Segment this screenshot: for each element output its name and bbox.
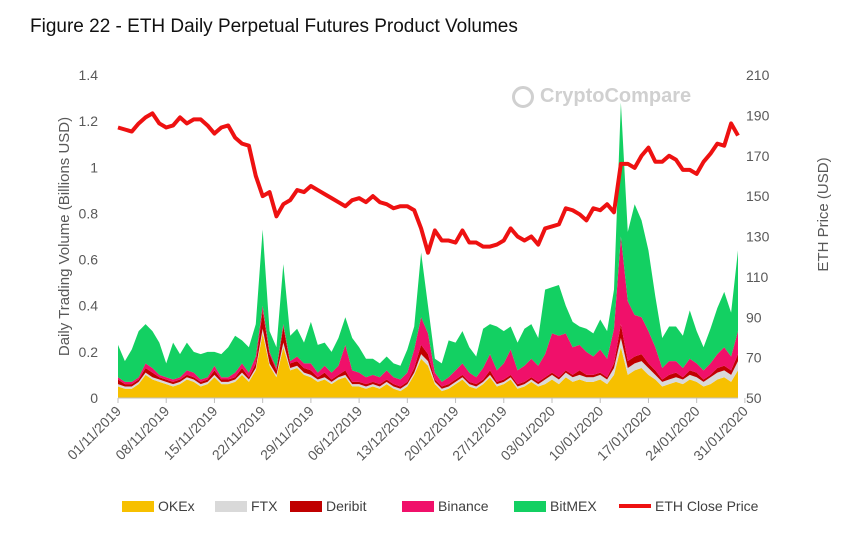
legend-label: Binance (438, 498, 489, 514)
legend-label: BitMEX (550, 498, 597, 514)
y2-tick-label: 170 (746, 148, 770, 164)
legend-swatch (290, 500, 322, 512)
legend-item-bitmex: BitMEX (514, 496, 597, 516)
legend-item-deribit: Deribit (290, 496, 366, 516)
y2-tick-label: 50 (746, 390, 762, 406)
y-tick-label: 0 (90, 390, 98, 406)
watermark-text: CryptoCompare (540, 85, 692, 107)
y2-tick-label: 210 (746, 67, 770, 83)
area-series-deribit (118, 310, 738, 389)
y-tick-label: 0.6 (79, 252, 99, 268)
y2-tick-label: 70 (746, 350, 762, 366)
y2-tick-label: 150 (746, 188, 770, 204)
area-series-bitmex (118, 102, 738, 382)
y2-axis-title: ETH Price (USD) (815, 157, 832, 271)
y2-tick-label: 90 (746, 309, 762, 325)
cryptocompare-watermark: CryptoCompare (512, 85, 691, 108)
legend-item-eth-close-price: ETH Close Price (619, 496, 758, 516)
legend-swatch (215, 500, 247, 512)
legend-label: ETH Close Price (655, 498, 759, 514)
legend-item-binance: Binance (402, 496, 489, 516)
legend-swatch (514, 500, 546, 512)
y-tick-label: 1 (90, 159, 98, 175)
area-series-binance (118, 236, 738, 387)
y-tick-label: 1.4 (79, 67, 99, 83)
legend-item-okex: OKEx (122, 496, 195, 516)
chart-title: Figure 22 - ETH Daily Perpetual Futures … (30, 16, 518, 37)
legend-swatch (122, 500, 154, 512)
y2-tick-label: 130 (746, 229, 770, 245)
legend-item-ftx: FTX (215, 496, 277, 516)
y-axis-title: Daily Trading Volume (Billions USD) (56, 117, 73, 356)
legend-label: FTX (251, 498, 278, 514)
y-tick-label: 0.8 (79, 205, 99, 221)
y-tick-label: 0.2 (79, 344, 99, 360)
y-tick-label: 0.4 (79, 298, 99, 314)
legend-label: OKEx (158, 498, 195, 514)
y2-tick-label: 190 (746, 107, 770, 123)
cryptocompare-logo-icon (512, 85, 534, 108)
y-tick-label: 1.2 (79, 113, 99, 129)
chart-legend: OKEx FTX Deribit Binance BitMEX ETH Close Pri… (0, 496, 860, 520)
line-series-eth-close-price (117, 111, 740, 255)
legend-label: Deribit (326, 498, 367, 514)
legend-swatch (402, 500, 434, 512)
y2-tick-label: 110 (746, 269, 769, 285)
legend-swatch (619, 504, 651, 508)
